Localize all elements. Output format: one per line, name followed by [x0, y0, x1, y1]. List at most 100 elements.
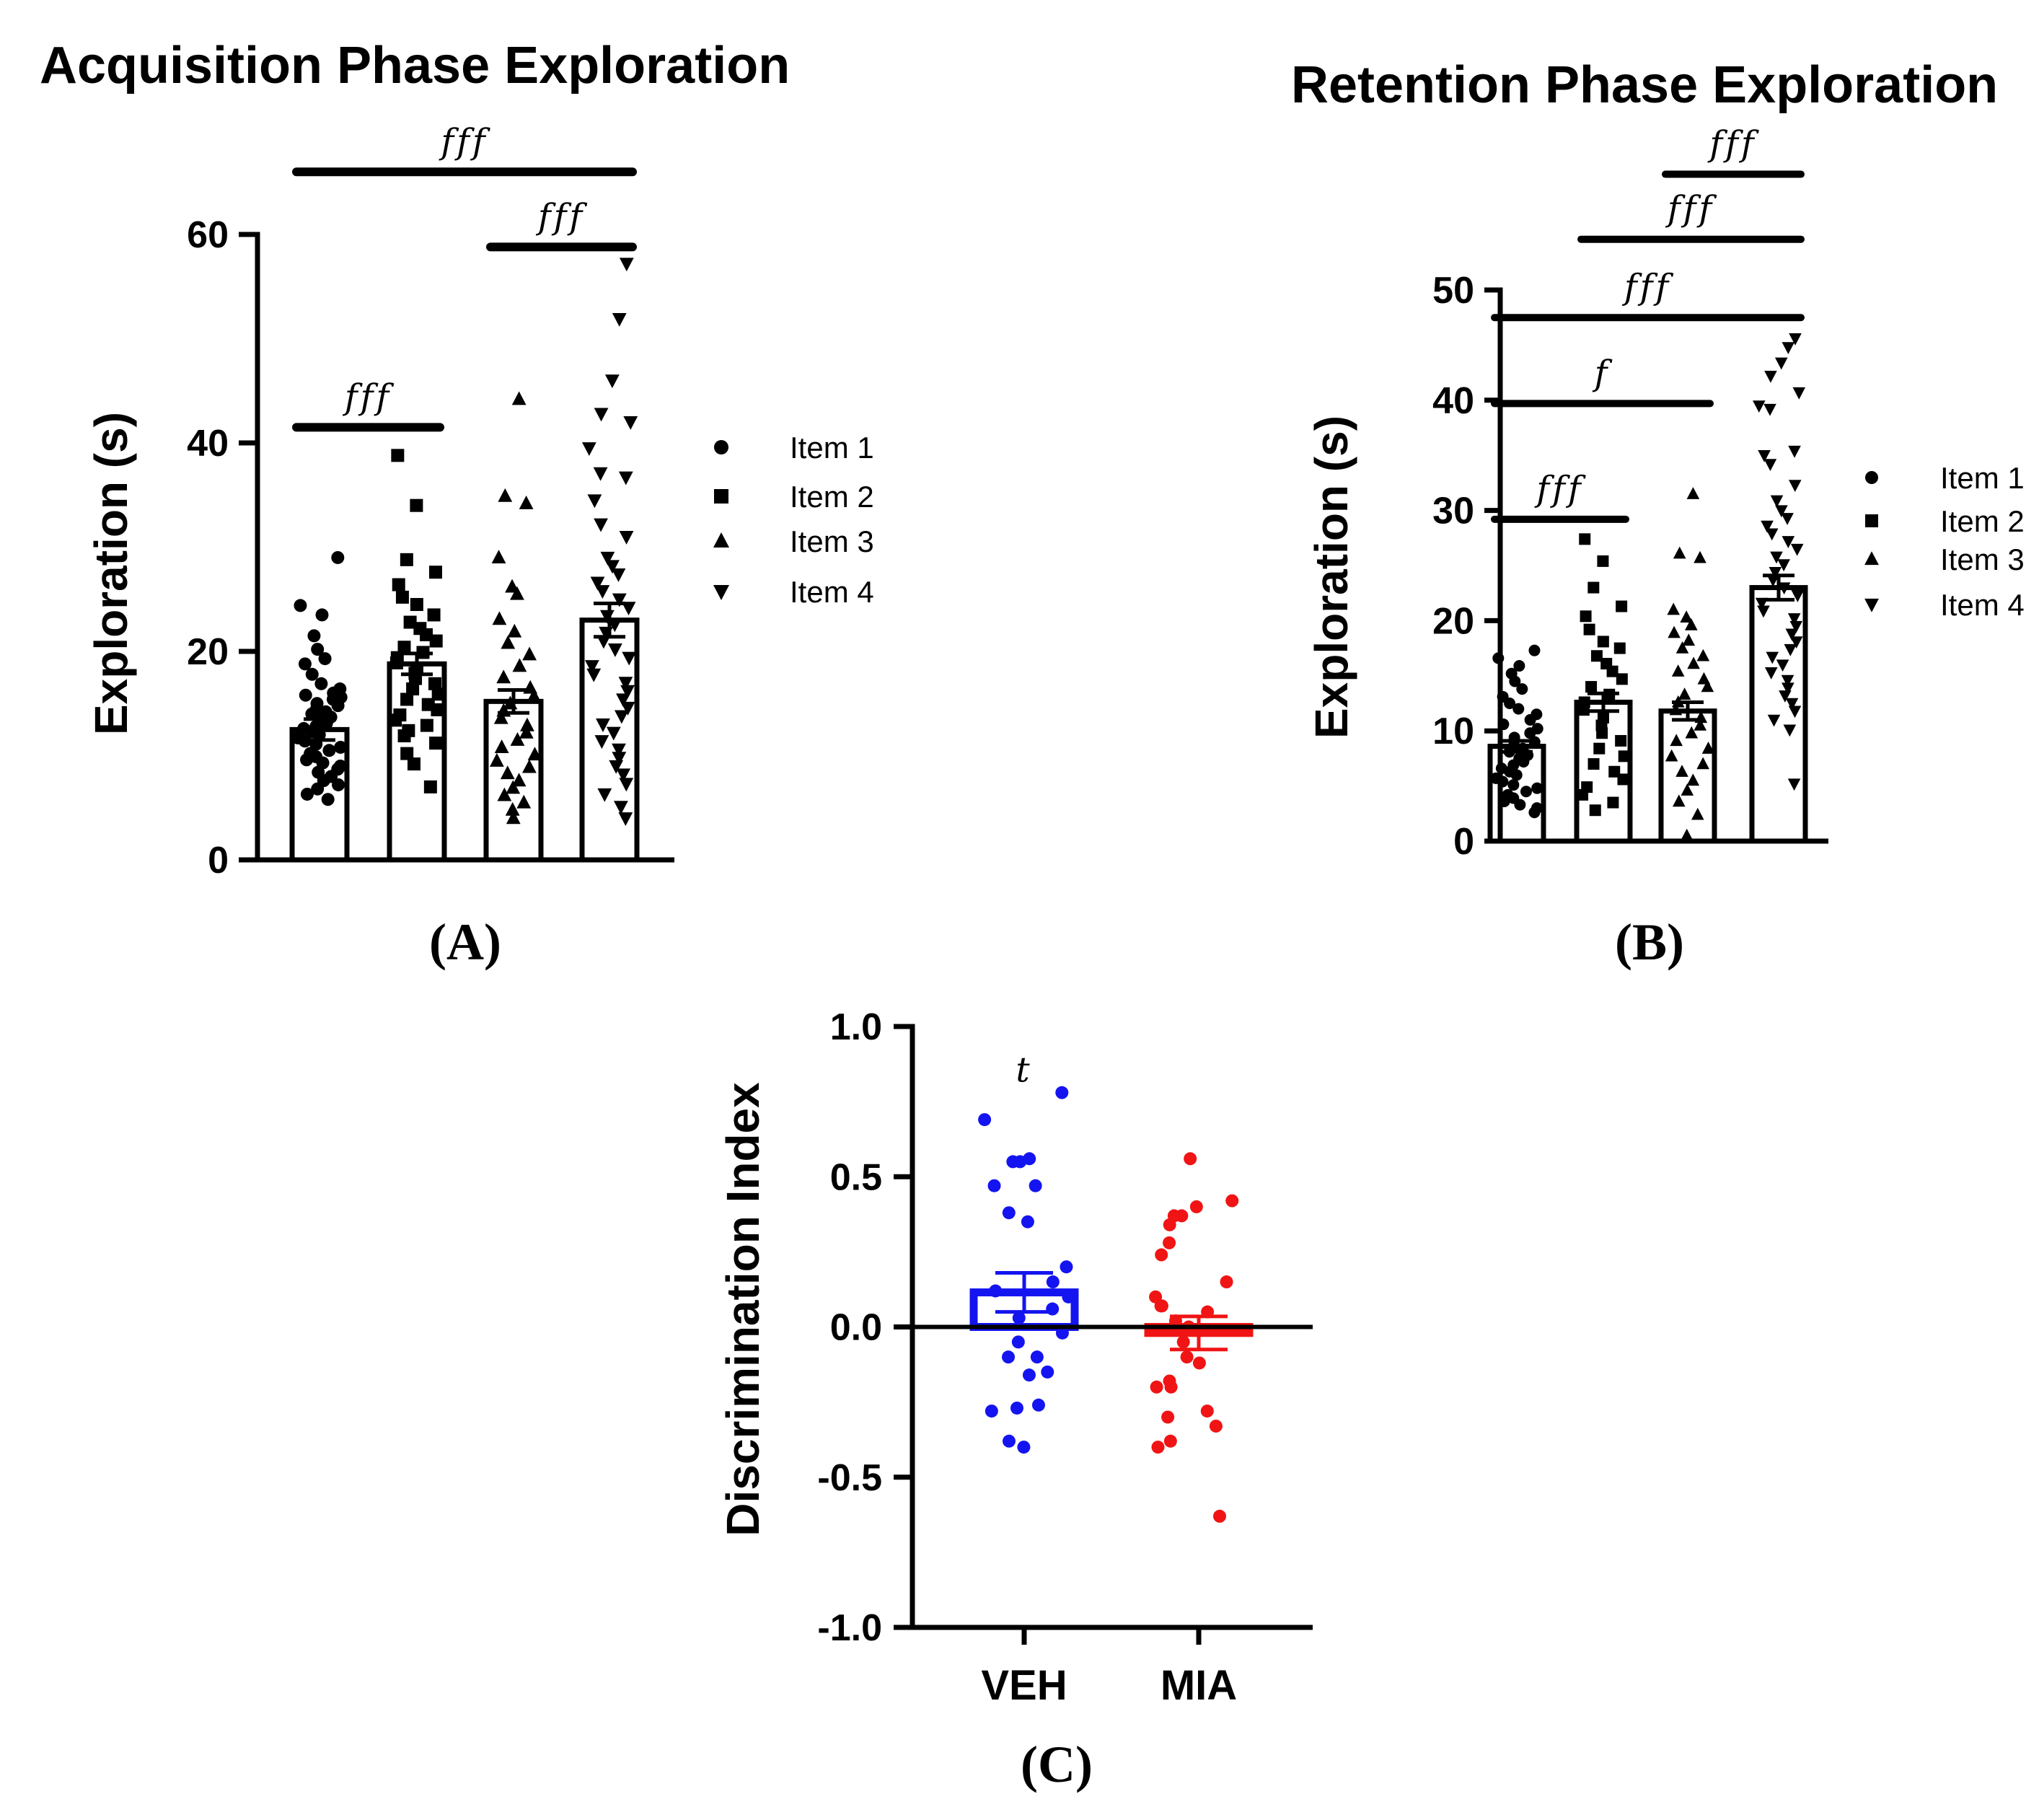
data-point [1161, 1410, 1175, 1424]
data-point [1781, 513, 1794, 525]
data-point [1769, 566, 1782, 579]
data-point [519, 496, 534, 509]
data-point [489, 752, 504, 767]
y-tick-label: 60 [187, 214, 229, 256]
legend-label: Item 3 [1940, 542, 2025, 576]
data-point [1002, 1434, 1016, 1448]
data-point [1613, 642, 1626, 654]
data-point [590, 576, 605, 591]
legend-label: Item 2 [790, 480, 874, 514]
data-point [1150, 1380, 1163, 1394]
data-point [431, 687, 445, 701]
legend-label: Item 2 [1940, 504, 2025, 538]
data-point [1010, 1401, 1023, 1415]
data-point [606, 726, 621, 741]
data-point [400, 553, 413, 566]
data-point [1770, 495, 1784, 508]
data-point [595, 585, 610, 599]
data-point [1788, 480, 1802, 493]
data-point [506, 810, 521, 825]
data-point [1678, 687, 1691, 700]
data-point [1022, 1368, 1036, 1382]
data-point [1781, 674, 1794, 687]
data-point [1765, 528, 1779, 541]
data-point [334, 740, 348, 754]
data-point [1694, 550, 1706, 563]
data-point [318, 652, 332, 666]
data-point [501, 635, 516, 649]
data-point [395, 590, 409, 604]
data-point [587, 494, 602, 509]
legend-label: Item 1 [790, 431, 874, 465]
data-point [1507, 779, 1520, 791]
chart-b-y-axis-title: Exploration (s) [1305, 416, 1357, 739]
data-point [429, 634, 443, 648]
data-point [1782, 682, 1794, 695]
data-point [522, 646, 537, 661]
data-point [397, 641, 411, 654]
data-point [1524, 727, 1536, 739]
data-point [600, 551, 615, 566]
data-point [612, 743, 626, 757]
data-point [1777, 559, 1790, 572]
data-point [300, 753, 314, 767]
data-point [611, 568, 626, 582]
chart-acquisition-phase: Acquisition Phase Exploration Exploratio… [40, 37, 874, 971]
data-point [1788, 705, 1802, 718]
significance-label: f [1593, 353, 1613, 393]
data-point [1580, 610, 1592, 623]
data-point [1701, 680, 1714, 693]
data-point [1516, 683, 1528, 695]
data-point [1791, 590, 1805, 602]
data-point [1225, 1194, 1239, 1208]
data-point [1680, 828, 1694, 841]
data-point [1504, 698, 1516, 709]
data-point [1497, 775, 1509, 788]
x-tick-label: VEH [981, 1662, 1067, 1709]
data-point [331, 699, 345, 713]
data-point [406, 682, 420, 696]
data-point [1686, 487, 1700, 499]
significance-label: fff [439, 121, 490, 162]
data-point [1597, 555, 1609, 567]
significance-label: fff [536, 196, 588, 237]
y-tick-label: -0.5 [817, 1457, 882, 1499]
data-point [584, 660, 599, 674]
y-tick-label: 0.0 [830, 1307, 882, 1349]
data-point [1002, 1206, 1016, 1220]
data-point [527, 688, 542, 703]
data-point [1528, 806, 1541, 819]
significance-label: fff [1665, 189, 1717, 229]
data-point [1670, 734, 1683, 747]
legend-marker [714, 440, 728, 454]
data-point [511, 391, 527, 405]
data-point [1213, 1509, 1227, 1523]
data-point [507, 623, 522, 638]
data-point [618, 471, 633, 485]
data-point [403, 615, 417, 629]
data-point [1021, 1215, 1034, 1228]
data-point [1758, 450, 1771, 462]
data-point [1060, 1260, 1073, 1274]
data-point [427, 608, 441, 622]
data-point [1041, 1365, 1054, 1379]
data-point [1180, 1350, 1194, 1364]
data-point [1192, 1356, 1206, 1370]
data-point [613, 801, 628, 815]
data-point [1665, 749, 1678, 762]
data-point [1782, 536, 1795, 548]
data-point [1789, 333, 1802, 346]
data-point [1764, 370, 1777, 383]
data-point [1017, 1441, 1031, 1454]
legend-label: Item 4 [790, 575, 874, 609]
data-point [618, 677, 633, 691]
data-point [1686, 773, 1700, 786]
data-point [1596, 727, 1608, 739]
data-point [1753, 400, 1766, 413]
data-point [1176, 1335, 1190, 1349]
data-point [594, 518, 608, 532]
data-point [594, 408, 609, 422]
data-point [1776, 659, 1789, 672]
data-point [500, 765, 515, 780]
chart-b-title: Retention Phase Exploration [1291, 56, 1998, 114]
